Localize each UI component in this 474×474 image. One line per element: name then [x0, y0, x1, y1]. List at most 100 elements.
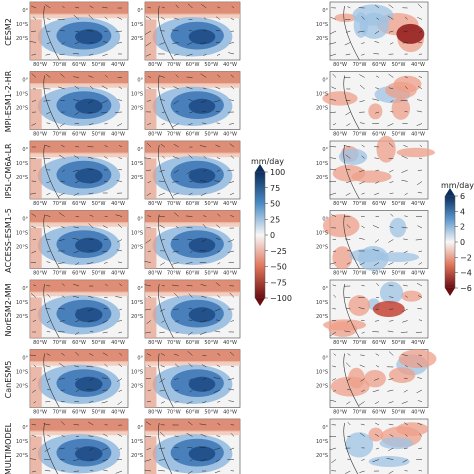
colorbar-tick-label: −4 [460, 269, 472, 278]
lat-tick-label: 20°S [131, 384, 143, 390]
model-row: CanESM5 0° 10°S 20°S 80°W 70°W 60°W 50°W 40°W 0° 1… [4, 349, 437, 416]
lon-tick-label: 80°W [148, 271, 162, 277]
climatology-map-panel: 0° 10°S 20°S 80°W 70°W 60°W 50°W 40°W [16, 140, 129, 207]
lon-tick-label: 70°W [167, 132, 181, 138]
lon-tick-label: 70°W [167, 201, 181, 207]
lon-tick-label: 40°W [111, 340, 125, 346]
lat-tick-label: 20°S [316, 175, 328, 181]
lon-tick-label: 60°W [372, 132, 386, 138]
lon-tick-label: 60°W [72, 271, 86, 277]
lat-tick-label: 10°S [16, 370, 28, 376]
lat-tick-label: 10°S [316, 22, 328, 28]
lon-tick-label: 40°W [111, 62, 125, 68]
lon-tick-label: 50°W [204, 340, 218, 346]
lat-tick-label: 0° [22, 425, 28, 431]
lat-tick-label: 20°S [131, 106, 143, 112]
lon-tick-label: 40°W [111, 410, 125, 416]
lon-tick-label: 70°W [353, 201, 367, 207]
lat-tick-label: 20°S [316, 36, 328, 42]
lat-tick-label: 10°S [16, 231, 28, 237]
model-label: NorESM2-MM [4, 283, 13, 336]
lon-tick-label: 50°W [392, 132, 406, 138]
colorbar-tick-label: 100 [270, 168, 285, 177]
lon-tick-label: 80°W [333, 201, 347, 207]
model-label: CanESM5 [4, 361, 13, 399]
lon-tick-label: 70°W [353, 340, 367, 346]
lat-tick-label: 0° [322, 147, 328, 153]
lon-tick-label: 40°W [111, 132, 125, 138]
lat-tick-label: 10°S [131, 370, 143, 376]
lon-tick-label: 60°W [186, 132, 200, 138]
lat-tick-label: 0° [322, 8, 328, 14]
lon-tick-label: 80°W [333, 340, 347, 346]
lat-tick-label: 20°S [131, 453, 143, 459]
lon-tick-label: 80°W [33, 62, 47, 68]
lon-tick-label: 60°W [372, 62, 386, 68]
lon-tick-label: 70°W [167, 410, 181, 416]
lat-tick-label: 10°S [131, 231, 143, 237]
lat-tick-label: 10°S [316, 439, 328, 445]
lat-tick-label: 10°S [131, 92, 143, 98]
lat-tick-label: 20°S [16, 314, 28, 320]
lat-tick-label: 0° [22, 8, 28, 14]
colorbar-right: mm/day 6 4 2 0 −2 −4 −6 [441, 181, 474, 296]
lon-tick-label: 80°W [148, 410, 162, 416]
climatology-map-panel: 0° 10°S 20°S 80°W 70°W 60°W 50°W 40°W [16, 279, 129, 346]
lon-tick-label: 40°W [111, 271, 125, 277]
lat-tick-label: 0° [137, 217, 143, 223]
colorbar-tick-label: 75 [270, 184, 280, 193]
lon-tick-label: 60°W [72, 410, 86, 416]
lon-tick-label: 60°W [186, 271, 200, 277]
model-row: IPSL-CM6A-LR 0° 10°S 20°S 80°W 70°W 60°W 50°W 40… [4, 135, 436, 207]
lat-tick-label: 10°S [131, 161, 143, 167]
lon-tick-label: 40°W [223, 132, 237, 138]
lon-tick-label: 70°W [353, 271, 367, 277]
lon-tick-label: 40°W [411, 132, 425, 138]
lon-tick-label: 70°W [353, 62, 367, 68]
lat-tick-label: 10°S [16, 161, 28, 167]
lon-tick-label: 80°W [148, 201, 162, 207]
lon-tick-label: 70°W [53, 410, 67, 416]
colorbar-tick-label: 6 [460, 192, 465, 201]
lon-tick-label: 50°W [204, 62, 218, 68]
lat-tick-label: 20°S [131, 245, 143, 251]
lon-tick-label: 60°W [186, 340, 200, 346]
lat-tick-label: 20°S [316, 314, 328, 320]
colorbars: mm/day 100 75 50 25 0 −25 −50 −75 −100 mm/day 6 4 2 0 −… [251, 157, 474, 306]
lat-tick-label: 20°S [316, 245, 328, 251]
lon-tick-label: 70°W [353, 410, 367, 416]
lon-tick-label: 40°W [223, 410, 237, 416]
lat-tick-label: 20°S [316, 453, 328, 459]
climatology-map-panel: 0° 10°S 20°S 80°W 70°W 60°W 50°W 40°W [16, 210, 129, 277]
lon-tick-label: 50°W [392, 271, 406, 277]
lon-tick-label: 40°W [411, 271, 425, 277]
difference-map-panel: 0°10°S20°S80°W70°W60°W50°W40°W [316, 418, 429, 474]
colorbar-tick-label: 4 [460, 207, 465, 216]
lat-tick-label: 0° [322, 78, 328, 84]
lat-tick-label: 20°S [131, 175, 143, 181]
lon-tick-label: 80°W [148, 132, 162, 138]
lon-tick-label: 40°W [411, 340, 425, 346]
lon-tick-label: 60°W [372, 410, 386, 416]
climatology-map-panel: 0° 10°S 20°S 80°W 70°W 60°W 50°W 40°W [131, 140, 241, 207]
lat-tick-label: 10°S [131, 439, 143, 445]
colorbar-tick-label: −25 [270, 247, 287, 256]
lat-tick-label: 0° [22, 356, 28, 362]
lon-tick-label: 80°W [148, 340, 162, 346]
lat-tick-label: 10°S [16, 92, 28, 98]
lon-tick-label: 50°W [92, 340, 106, 346]
lon-tick-label: 80°W [333, 271, 347, 277]
lat-tick-label: 10°S [16, 439, 28, 445]
climatology-map-panel: 0° 10°S 20°S 80°W 70°W 60°W 50°W 40°W [131, 349, 241, 416]
lat-tick-label: 10°S [16, 22, 28, 28]
model-row: MPI-ESM1-2-HR 0° 10°S 20°S 80°W 70°W 60°W 50°W 4… [4, 70, 429, 138]
lon-tick-label: 50°W [92, 410, 106, 416]
lat-tick-label: 10°S [316, 300, 328, 306]
lat-tick-label: 10°S [316, 161, 328, 167]
lon-tick-label: 40°W [223, 201, 237, 207]
lat-tick-label: 0° [137, 356, 143, 362]
